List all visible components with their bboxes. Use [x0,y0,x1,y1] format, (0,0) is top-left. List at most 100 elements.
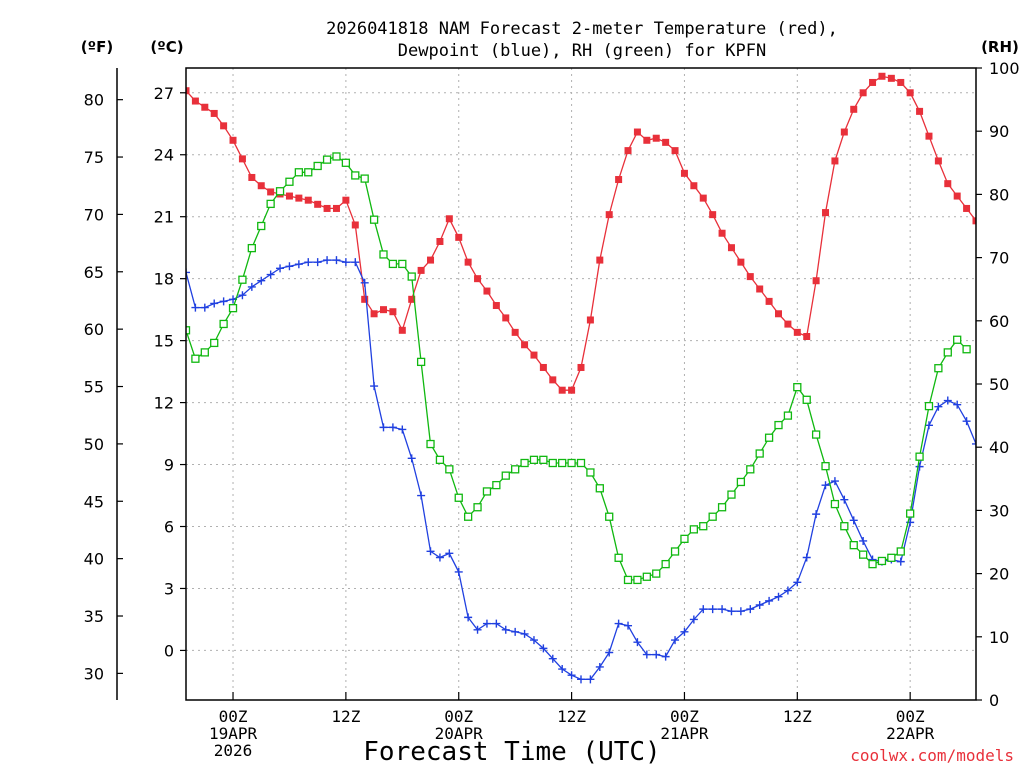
temperature-point [906,89,914,97]
credit-label: coolwx.com/models [850,746,1014,765]
temperature-point [737,258,745,266]
dewpoint-point [548,654,557,663]
temperature-point [859,89,867,97]
temperature-point [878,72,886,80]
rh-point [173,355,180,362]
dewpoint-point [943,396,952,405]
rh-tick-label: 70 [989,249,1009,268]
dewpoint-point [388,423,397,432]
dewpoint-point [812,510,821,519]
x-tick-label: 2026 [214,741,253,760]
rh-point [463,512,473,521]
dewpoint-point [859,536,868,545]
dewpoint-point [972,439,976,448]
rh-point [802,395,811,404]
x-tick-label: 20APR [435,724,484,743]
rh-point [238,275,247,284]
temperature-point [558,386,566,394]
dewpoint-point [802,553,811,562]
temperature-point [323,204,331,212]
temperature-point [257,182,265,190]
rh-unit-label: (RH) [981,38,1019,56]
dewpoint-point [849,516,858,525]
fahrenheit-tick-label: 65 [84,263,104,282]
temperature-point [361,295,369,303]
rh-point [219,319,228,329]
temperature-point [840,128,848,136]
rh-point [661,559,670,569]
celsius-unit-label: (ºC) [150,38,183,56]
temperature-point [210,109,218,117]
dewpoint-point [520,629,529,638]
rh-point [953,335,962,344]
temperature-point [972,217,976,225]
temperature-point [285,192,293,200]
temperature-point [464,258,472,266]
temperature-point [727,244,735,252]
dewpoint-point [454,567,463,576]
rh-point [811,430,821,439]
rh-point [699,522,708,531]
temperature-point [633,128,641,136]
rh-point [576,458,586,468]
temperature-point [248,173,256,181]
rh-tick-label: 40 [989,438,1009,457]
temperature-point [869,78,877,86]
temperature-point [756,285,764,293]
rh-tick-label: 80 [989,185,1009,204]
rh-point [934,364,943,373]
celsius-tick-label: 9 [164,456,174,475]
rh-point [257,221,266,231]
chart-title-line-1: 2026041818 NAM Forecast 2-meter Temperat… [326,19,838,39]
dewpoint-point [708,605,717,614]
grid-lines [186,68,976,700]
rh-point [454,493,463,502]
fahrenheit-tick-label: 60 [84,320,104,339]
dewpoint-point [595,662,604,671]
celsius-tick-label: 0 [164,641,174,660]
fahrenheit-unit-label: (ºF) [81,38,113,56]
rh-point [548,458,557,468]
fahrenheit-tick-label: 30 [84,664,104,683]
rh-point [896,547,905,556]
dewpoint-point [332,256,341,265]
rh-point [793,383,802,392]
rh-point [304,168,313,177]
dewpoint-line [186,259,976,680]
x-tick-label: 12Z [331,707,360,726]
dewpoint-point [830,477,839,486]
x-tick-label: 12Z [783,707,812,726]
temperature-point [746,273,754,281]
dewpoint-point [191,303,200,312]
temperature-point [812,277,820,285]
dewpoint-point [323,256,332,265]
temperature-point [596,256,604,264]
rh-point [708,512,717,521]
rh-point [614,553,623,562]
temperature-point [793,328,801,336]
temperature-point [314,200,322,208]
rh-point [351,171,360,180]
dewpoint-point [529,636,538,645]
rh-point [539,455,548,464]
temperature-point [615,176,623,184]
dewpoint-point [464,613,473,622]
fahrenheit-tick-label: 70 [84,205,104,224]
rh-point [642,572,651,581]
temperature-point [916,107,924,115]
rh-point [962,345,971,354]
temperature-point [624,147,632,155]
temperature-point [521,341,529,349]
temperature-point [822,209,830,217]
rh-point [830,499,840,509]
rh-point [774,420,783,430]
fahrenheit-tick-label: 55 [84,378,104,397]
rh-point [407,272,416,281]
rh-point [586,468,595,477]
temperature-point [342,196,350,204]
dewpoint-point [755,600,764,609]
dewpoint-point [360,278,369,287]
dewpoint-point [783,586,792,595]
temperature-point [173,79,180,86]
temperature-point [267,188,275,196]
